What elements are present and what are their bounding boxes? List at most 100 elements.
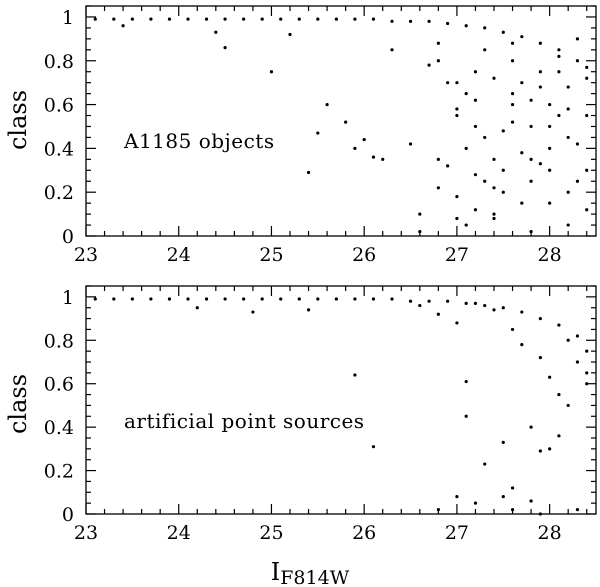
bottom-x-tick-label: 28 (538, 522, 562, 544)
bottom-scatter-point (446, 299, 450, 303)
top-scatter-point (529, 98, 533, 102)
top-scatter-point (501, 190, 505, 194)
top-scatter-point (186, 17, 190, 21)
top-scatter-point (149, 17, 153, 21)
bottom-scatter-point (538, 356, 542, 360)
top-scatter-point (473, 173, 478, 177)
bottom-scatter-point (566, 403, 570, 408)
bottom-x-tick-label: 27 (445, 522, 469, 544)
top-y-tick-label: 0.8 (44, 51, 74, 73)
bottom-scatter-point (510, 508, 515, 512)
top-scatter-point (529, 179, 533, 183)
top-scatter-point (548, 201, 552, 205)
top-y-tick-label: 1 (62, 7, 74, 29)
top-scatter-point (334, 17, 338, 21)
top-scatter-point (492, 216, 496, 221)
top-scatter-point (436, 157, 440, 161)
bottom-scatter-point (520, 343, 524, 347)
bottom-y-tick-label: 0 (62, 504, 74, 526)
top-scatter-point (455, 81, 459, 85)
bottom-scatter-point (575, 508, 580, 512)
bottom-scatter-point (501, 306, 505, 310)
bottom-scatter-point (371, 445, 376, 449)
bottom-annotation: artificial point sources (124, 409, 365, 433)
bottom-scatter-point (371, 297, 376, 301)
top-scatter-point (371, 17, 376, 21)
bottom-scatter-point (436, 312, 440, 316)
bottom-scatter-point (520, 310, 524, 314)
top-scatter-point (520, 35, 524, 39)
top-axis-ticks: 23 24 25 26 27 28 0 0.2 0.4 0.6 0.8 1 (44, 5, 596, 266)
top-scatter-point (483, 26, 487, 30)
bottom-x-tick-label: 24 (167, 522, 191, 544)
top-scatter-point (362, 138, 366, 142)
top-scatter-point (538, 85, 542, 89)
top-scatter-point (566, 85, 570, 89)
top-scatter-point (510, 120, 515, 124)
bottom-scatter-point (195, 306, 199, 310)
top-scatter-point (446, 81, 450, 85)
top-plot-frame (85, 5, 597, 237)
top-scatter-point (557, 54, 561, 58)
bottom-scatter-point (464, 379, 468, 384)
top-scatter-point (557, 48, 561, 52)
bottom-scatter-point (334, 297, 338, 301)
x-axis-label-subscript: F814W (280, 567, 349, 587)
bottom-y-tick-label: 0.4 (44, 417, 74, 439)
bottom-scatter-point (427, 299, 431, 303)
top-scatter-point (510, 41, 515, 45)
top-scatter-point (585, 65, 589, 69)
top-scatter-point (492, 76, 496, 80)
top-scatter-point (269, 70, 274, 74)
bottom-scatter-point (557, 434, 561, 438)
top-scatter-point (492, 157, 496, 161)
bottom-y-tick-label: 0.8 (44, 330, 74, 352)
bottom-scatter-point (529, 499, 533, 503)
bottom-y-tick-label: 1 (62, 287, 74, 309)
top-scatter-point (93, 17, 97, 21)
top-scatter-point (455, 113, 459, 118)
top-scatter-point (529, 230, 533, 234)
top-scatter-point (529, 124, 533, 129)
top-scatter-point (566, 190, 570, 194)
bottom-scatter-point (149, 297, 153, 301)
bottom-scatter-point (167, 297, 172, 301)
top-scatter-point (538, 70, 542, 74)
bottom-scatter-point (390, 297, 394, 301)
bottom-scatter-point (575, 334, 580, 338)
top-y-tick-label: 0.4 (44, 138, 74, 160)
bottom-panel: class artificial point sources 23 24 25 26 2… (4, 285, 597, 544)
top-y-tick-label: 0.6 (44, 95, 74, 117)
top-scatter-point (464, 92, 468, 96)
bottom-scatter-point (130, 297, 134, 301)
top-scatter-point (418, 212, 422, 216)
top-scatter-point (214, 30, 218, 34)
top-scatter-point (371, 155, 376, 159)
top-scatter-point (520, 201, 524, 205)
top-annotation: A1185 objects (123, 129, 275, 153)
top-scatter-point (548, 146, 552, 150)
bottom-y-tick-label: 0.6 (44, 374, 74, 396)
top-scatter-point (548, 102, 552, 107)
top-scatter-point (316, 131, 320, 135)
top-x-tick-label: 28 (538, 244, 562, 266)
top-scatter-point (575, 142, 580, 146)
bottom-scatter-point (204, 297, 209, 301)
top-scatter-point (242, 17, 246, 21)
bottom-y-tick-label: 0.2 (44, 461, 74, 483)
top-scatter-point (464, 223, 468, 227)
bottom-plot-frame (85, 285, 597, 515)
top-scatter-point (501, 168, 505, 172)
top-scatter-point (492, 212, 496, 216)
top-y-tick-label: 0.2 (44, 182, 74, 204)
top-scatter-point (566, 107, 570, 111)
bottom-scatter-point (436, 508, 440, 512)
top-ylabel: class (4, 90, 32, 150)
bottom-scatter-point (306, 308, 311, 312)
bottom-scatter-point (483, 303, 487, 308)
bottom-scatter-point (93, 297, 97, 301)
bottom-scatter-point (223, 297, 227, 301)
top-scatter-point (446, 21, 450, 26)
top-scatter-point (297, 17, 301, 21)
